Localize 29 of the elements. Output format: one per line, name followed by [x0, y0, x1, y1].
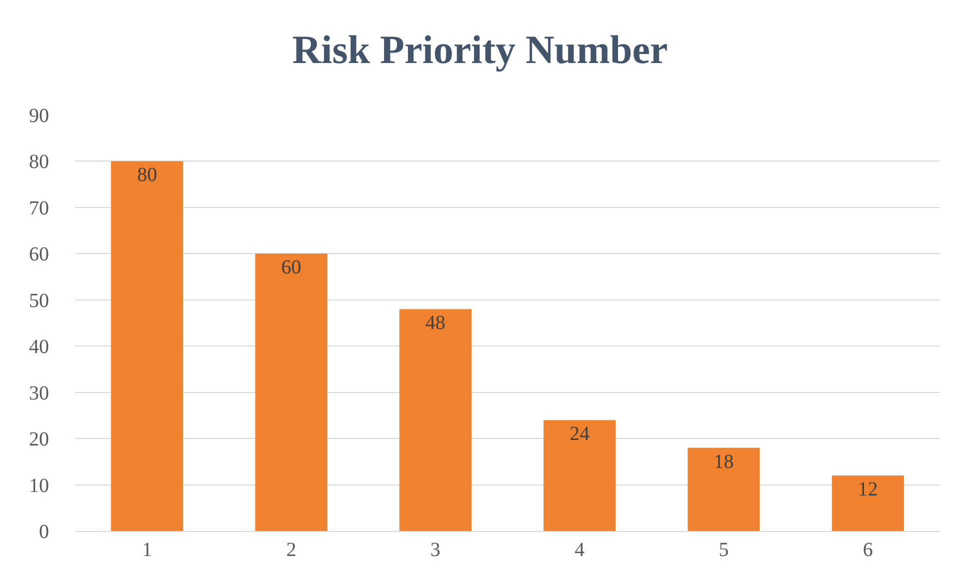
bar: [544, 420, 616, 531]
x-tick-label: 4: [574, 539, 585, 561]
y-tick-label: 80: [29, 151, 49, 174]
data-label: 60: [281, 256, 302, 279]
data-label: 80: [137, 164, 158, 186]
y-tick-label: 0: [39, 521, 49, 543]
y-tick-label: 90: [29, 105, 49, 127]
chart-title: Risk Priority Number: [292, 26, 668, 72]
y-tick-label: 10: [29, 474, 49, 497]
bar: [255, 254, 328, 531]
bar: [111, 161, 184, 531]
x-tick-label: 1: [142, 539, 152, 561]
x-tick-label: 6: [862, 539, 873, 561]
x-tick-label: 5: [718, 539, 729, 561]
x-tick-label: 2: [286, 539, 296, 561]
bar: [399, 309, 472, 531]
bar: [832, 476, 904, 531]
x-tick-label: 3: [430, 539, 440, 561]
data-label: 12: [858, 478, 878, 501]
y-tick-label: 50: [29, 290, 49, 312]
y-tick-label: 30: [29, 382, 49, 404]
data-label: 24: [570, 423, 590, 446]
y-tick-label: 60: [29, 244, 49, 266]
y-tick-label: 70: [29, 197, 49, 220]
data-label: 48: [425, 312, 446, 334]
y-tick-label: 20: [29, 428, 49, 451]
data-label: 18: [714, 450, 734, 473]
bar: [688, 448, 760, 531]
y-tick-label: 40: [29, 336, 49, 358]
